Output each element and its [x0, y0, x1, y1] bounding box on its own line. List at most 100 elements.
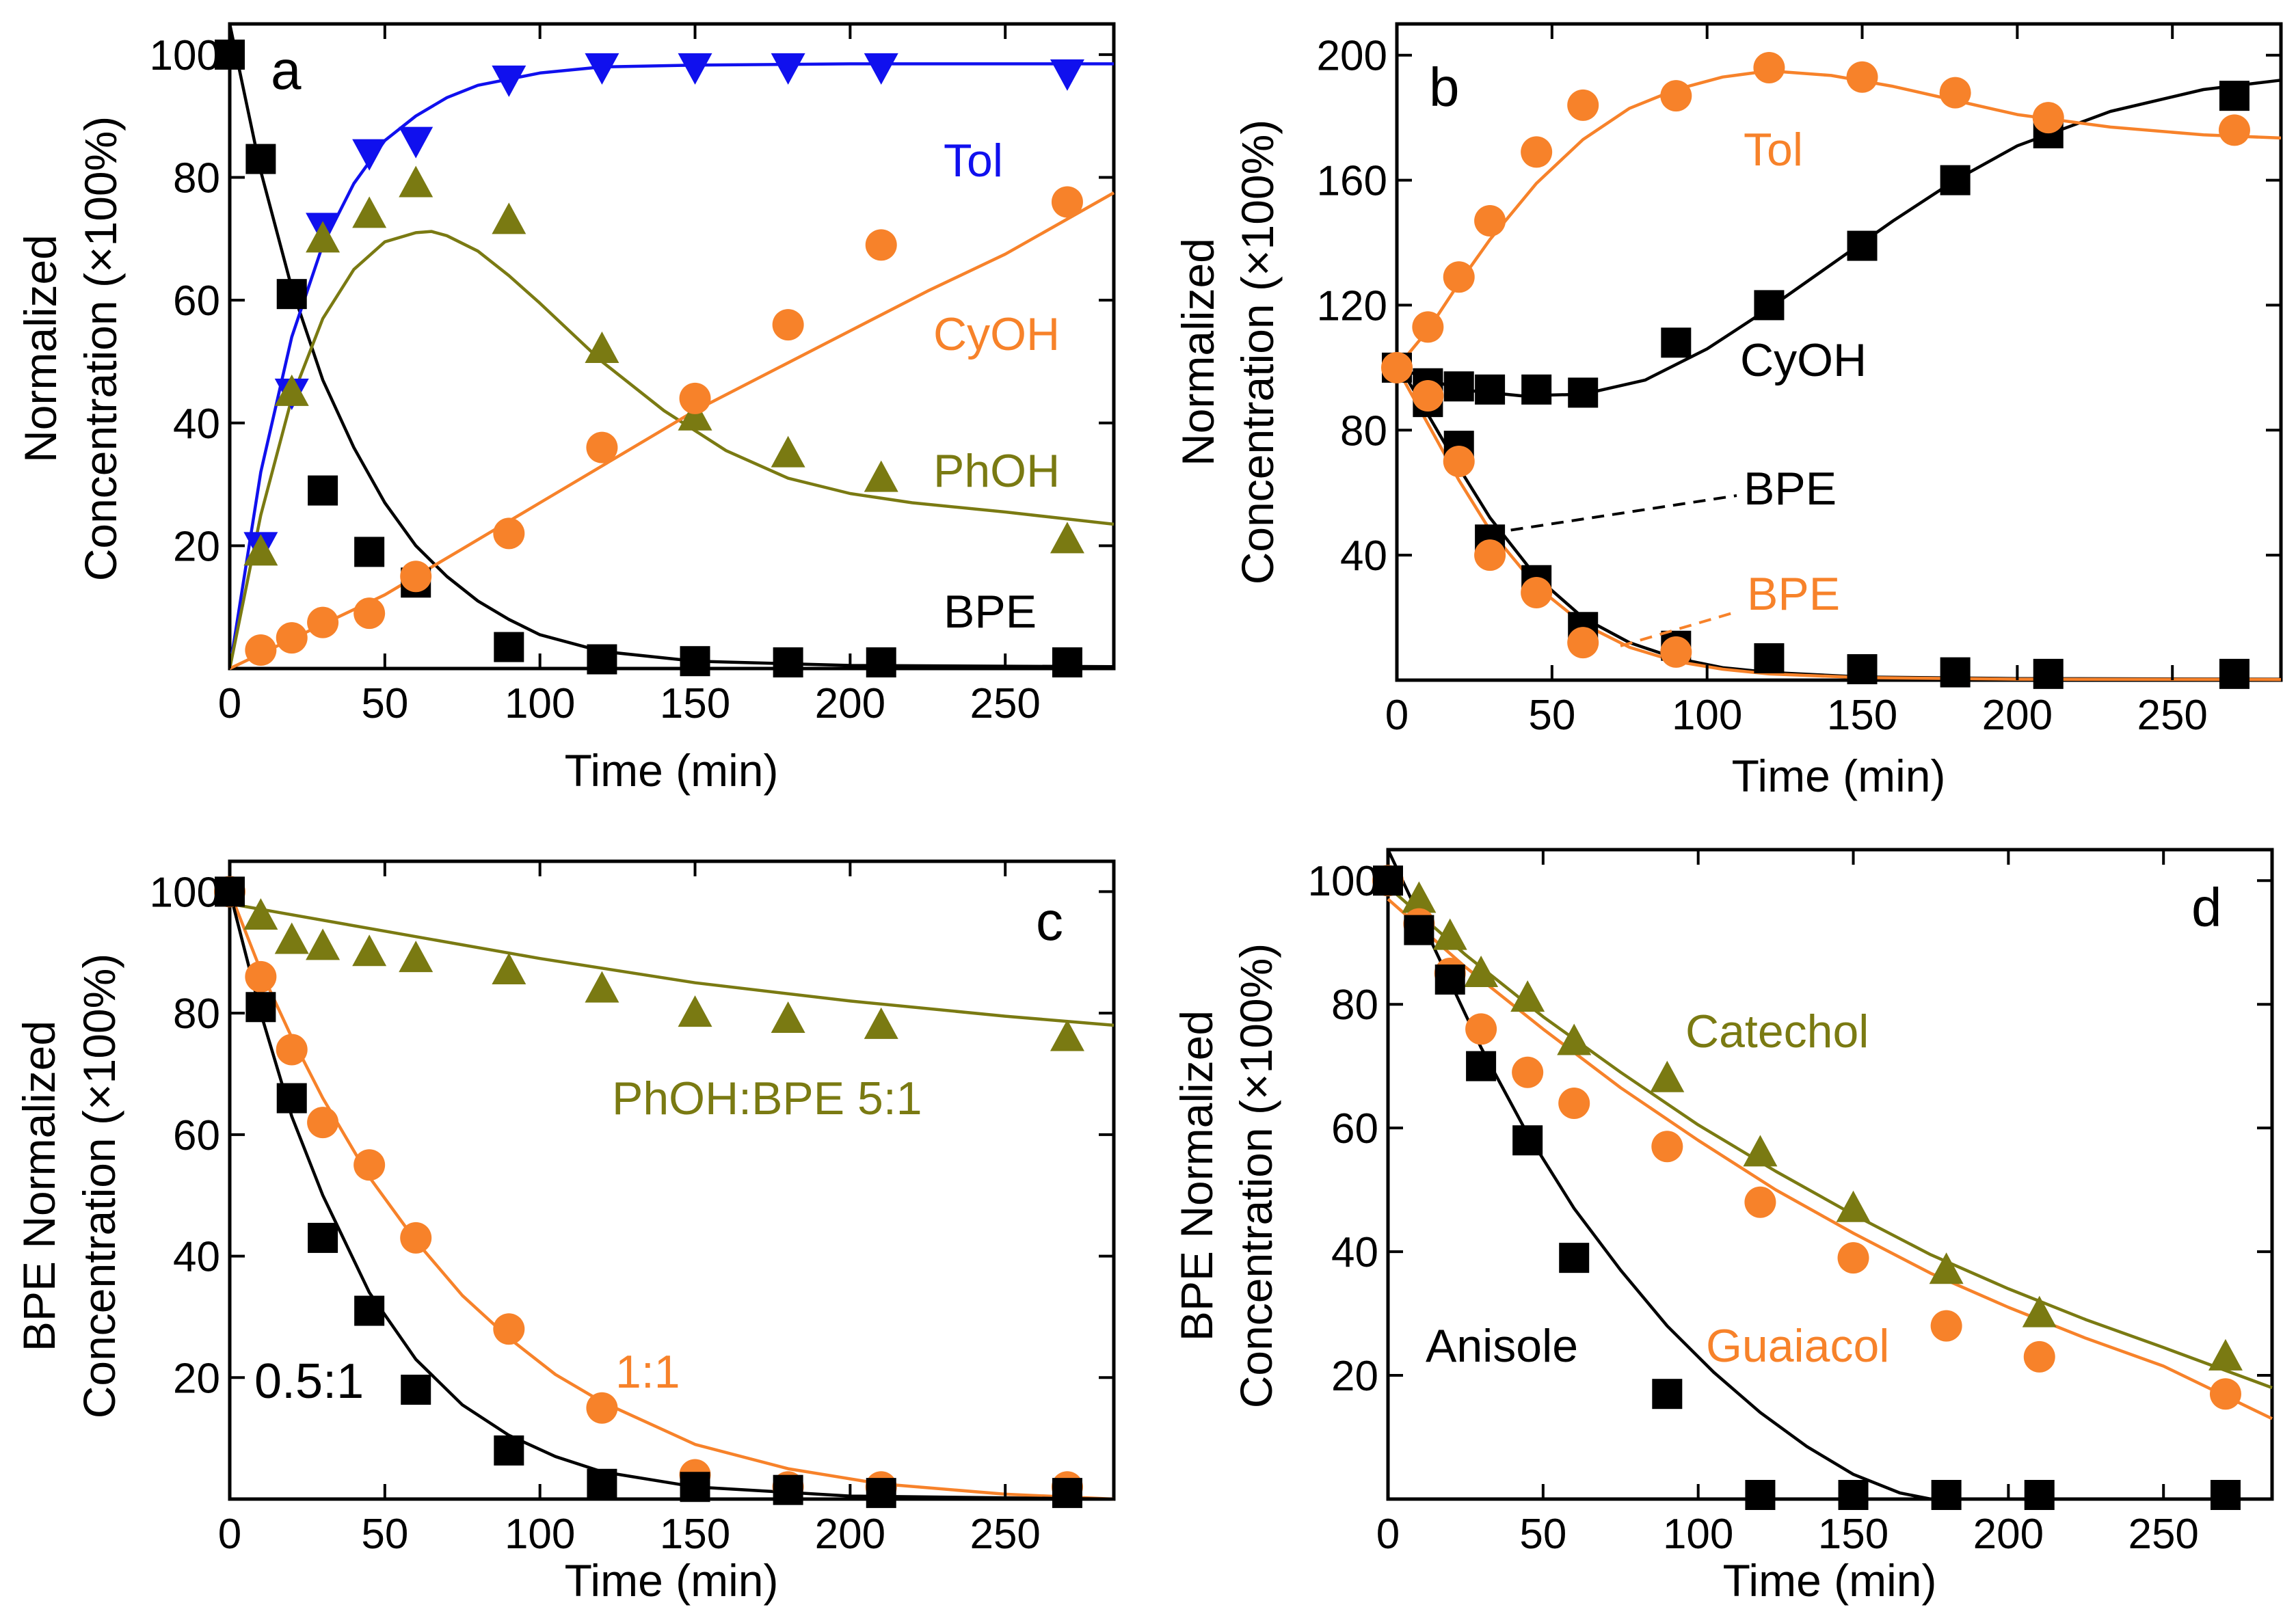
- panel-b-x-tick-label-200: 200: [1982, 692, 2053, 739]
- panel-a-fit-curve-bpe: [228, 23, 1114, 669]
- panel-d-point-anisole-3: [1466, 1051, 1497, 1081]
- panel-a-x-tick-label-200: 200: [815, 680, 885, 727]
- panel-c-point-1-1-7: [586, 1392, 618, 1424]
- panel-b-label: b: [1429, 57, 1460, 118]
- panel-d-x-tick-label-250: 250: [2128, 1511, 2198, 1558]
- panel-b-point-cyoh-5: [1661, 327, 1692, 358]
- panel-b-point-tol-3: [1521, 136, 1553, 168]
- panel-a-x-tick-label-100: 100: [505, 680, 575, 727]
- panel-b-y-tick-label-80: 80: [1340, 407, 1387, 455]
- panel-b-bpe-leader-black: [1490, 494, 1737, 535]
- panel-d-plot-frame: [1386, 848, 2274, 1501]
- panel-b-point-tol-10: [2218, 114, 2250, 146]
- panel-d-fit-curve-guaiacol: [1387, 898, 2273, 1420]
- panel-c-point-1-1-6: [493, 1313, 525, 1345]
- panel-c-point-0-5-1-5: [401, 1375, 431, 1405]
- panel-a-x-tick-label-250: 250: [970, 680, 1040, 727]
- panel-d-point-catechol-7: [1836, 1190, 1871, 1222]
- panel-d-point-catechol-0: [1402, 881, 1437, 913]
- panel-c-point-1-1-3: [307, 1107, 339, 1139]
- panel-a-point-cyoh-1: [276, 622, 308, 654]
- panel-a-point-tol-10: [1050, 59, 1084, 91]
- panel-a-x-tick-label-0: 0: [218, 680, 241, 727]
- panel-d-point-catechol-1: [1432, 918, 1467, 950]
- panel-d-fit-curve-anisole: [1386, 849, 1932, 1501]
- panel-c-y-tick-label-40: 40: [173, 1234, 220, 1281]
- panel-a-annotation-bpe: BPE: [944, 586, 1037, 638]
- panel-d-point-catechol-5: [1650, 1060, 1685, 1092]
- panel-c-plot-frame: [228, 859, 1116, 1501]
- panel-d-markers: [1372, 865, 2243, 1510]
- panel-d-point-guaiacol-9: [1930, 1310, 1962, 1342]
- panel-d-point-anisole-2: [1434, 965, 1465, 995]
- panel-c-markers: [214, 876, 1084, 1509]
- panel-a-point-bpe-6: [494, 632, 524, 662]
- panel-c-point-0-5-1-4: [354, 1295, 385, 1326]
- panel-a-y-tick-label-60: 60: [173, 278, 220, 325]
- panel-b-fit-curve-bpe-orange: [1396, 366, 2282, 682]
- panel-d-x-tick-label-150: 150: [1818, 1511, 1888, 1558]
- panel-a-point-cyoh-3: [353, 597, 386, 630]
- panel-d-point-anisole-1: [1404, 915, 1434, 945]
- panel-c-point-1-1-4: [353, 1149, 386, 1181]
- panel-d: 0 50 100 150 200 250 20 40 60 80 100 d Catechol Gu…: [1171, 848, 2274, 1606]
- panel-b-point-tol-0: [1412, 311, 1444, 343]
- panel-a-ticks: 0 50 100 150 200 250 20 40 60 80 100: [150, 24, 1114, 727]
- panel-b-point-tol-2: [1474, 205, 1506, 237]
- panel-c-ticks: 0 50 100 150 200 250 20 40 60 80 100: [150, 861, 1114, 1558]
- panel-a-annotation-phoh: PhOH: [933, 445, 1060, 497]
- panel-b-point-cyoh-4: [1568, 377, 1599, 408]
- panel-c-point-phoh-bpe-5-1-2: [306, 928, 341, 960]
- panel-c-x-tick-label-50: 50: [361, 1511, 408, 1558]
- panel-a-point-phoh-0: [243, 534, 278, 566]
- panel-d-x-tick-label-100: 100: [1663, 1511, 1733, 1558]
- panel-b-annotation-tol: Tol: [1744, 124, 1803, 176]
- panel-c-y-tick-label-60: 60: [173, 1112, 220, 1159]
- panel-c-x-axis-label: Time (min): [565, 1555, 779, 1606]
- panel-d-point-guaiacol-3: [1465, 1013, 1497, 1045]
- panel-b-annotation-bpe-orange: BPE: [1747, 568, 1840, 620]
- panel-c-point-phoh-bpe-5-1-6: [585, 971, 619, 1003]
- panel-c-point-0-5-1-3: [308, 1222, 338, 1253]
- panel-a-annotation-tol: Tol: [944, 135, 1003, 187]
- panel-d-x-tick-label-0: 0: [1376, 1511, 1400, 1558]
- panel-c-annotation-phoh-bpe: PhOH:BPE 5:1: [612, 1073, 922, 1124]
- panel-c-point-0-5-1-11: [1052, 1478, 1082, 1509]
- panel-d-point-catechol-9: [2022, 1295, 2057, 1327]
- panel-a-point-cyoh-5: [493, 517, 525, 550]
- panel-a-point-phoh-1: [274, 374, 309, 406]
- panel-d-point-guaiacol-6: [1651, 1131, 1683, 1163]
- panel-b-point-bpe-orange-1: [1412, 380, 1444, 412]
- panel-b-point-bpe-black-10: [1940, 657, 1971, 688]
- panel-b-point-cyoh-6: [1754, 290, 1785, 321]
- panel-a-point-phoh-4: [399, 165, 433, 198]
- panel-d-point-catechol-4: [1557, 1023, 1592, 1055]
- panel-b-point-bpe-orange-3: [1474, 539, 1506, 571]
- panel-b-point-cyoh-10: [2219, 81, 2250, 111]
- panel-a-point-phoh-8: [771, 435, 805, 468]
- panel-d-y-tick-label-100: 100: [1308, 858, 1378, 905]
- panel-d-point-catechol-2: [1464, 955, 1499, 987]
- panel-a-plot-frame: [228, 22, 1116, 671]
- panel-d-y-tick-label-60: 60: [1331, 1105, 1378, 1152]
- panel-b-y-tick-label-160: 160: [1317, 158, 1387, 205]
- panel-b-point-cyoh-2: [1475, 374, 1506, 405]
- panel-a-point-bpe-10: [866, 647, 896, 678]
- panel-a-x-tick-label-50: 50: [361, 680, 408, 727]
- panel-d-point-anisole-6: [1652, 1379, 1683, 1410]
- panel-a-annotation-cyoh: CyOH: [933, 308, 1060, 360]
- panel-a-point-tol-8: [771, 53, 805, 85]
- panel-d-curves: [1386, 849, 2273, 1501]
- panel-d-point-anisole-9: [1931, 1480, 1962, 1510]
- panel-b-point-cyoh-7: [1847, 230, 1878, 261]
- panel-c-y-tick-label-80: 80: [173, 990, 220, 1038]
- panel-b-point-bpe-black-11: [2033, 658, 2064, 689]
- panel-c-fit-curve-phoh-bpe-5-1: [229, 902, 1114, 1027]
- panel-d-point-guaiacol-11: [2209, 1378, 2241, 1410]
- panel-b-point-bpe-black-8: [1754, 643, 1785, 673]
- panel-d-point-catechol-6: [1743, 1135, 1778, 1167]
- panel-d-point-guaiacol-4: [1512, 1056, 1544, 1088]
- panel-a-point-cyoh-6: [586, 431, 618, 463]
- panel-d-label: d: [2191, 877, 2222, 938]
- panel-a: 0 50 100 150 200 250 20 40 60 80 100 a Tol CyOH Ph…: [15, 22, 1116, 796]
